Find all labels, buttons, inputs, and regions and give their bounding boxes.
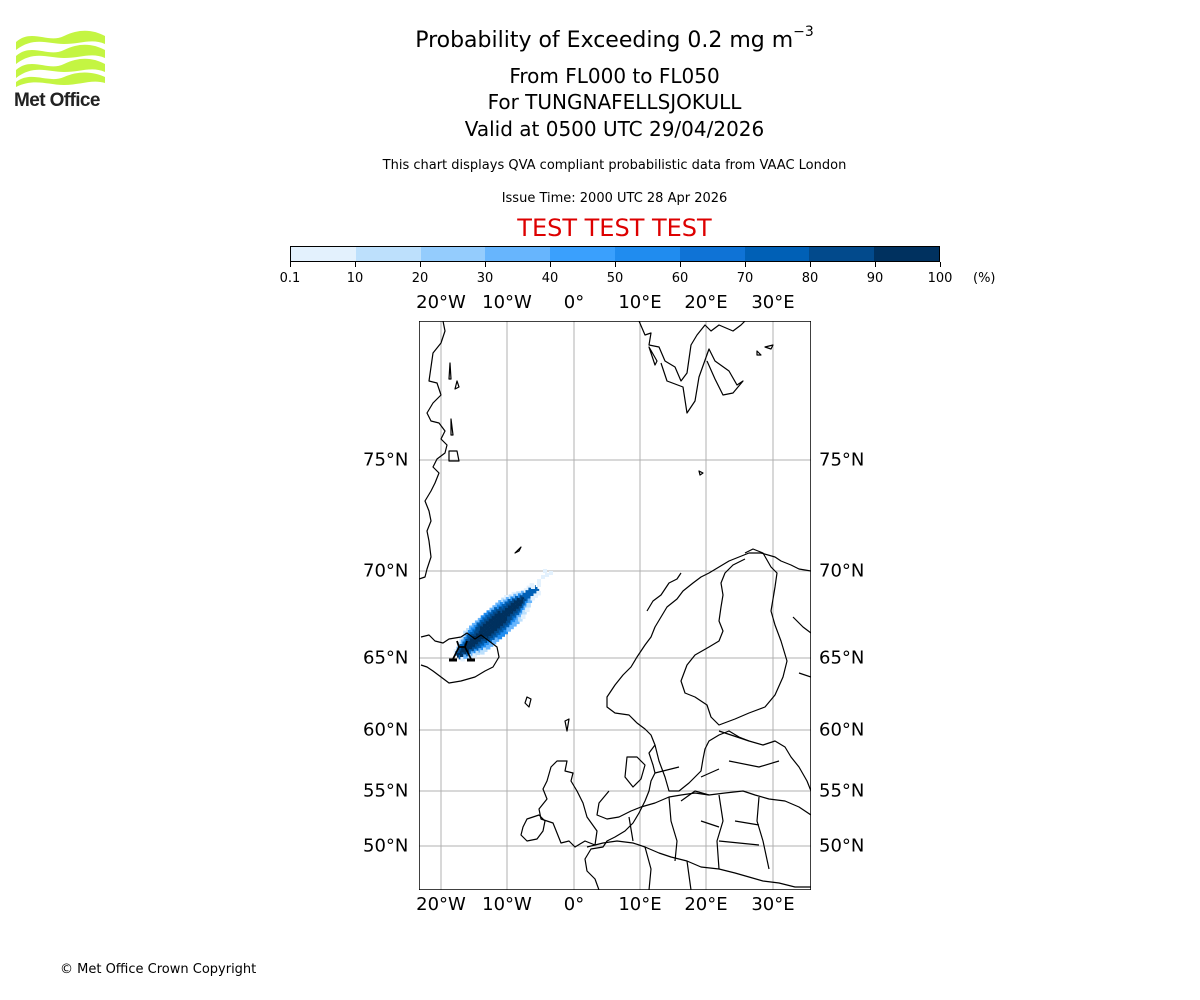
colorbar-segment	[355, 247, 421, 261]
colorbar-tick-label: 100	[927, 271, 953, 286]
colorbar-tick	[290, 262, 291, 267]
latitude-label: 70°N	[363, 560, 409, 582]
ash-plume	[453, 569, 553, 662]
longitude-label: 30°E	[751, 894, 795, 915]
colorbar-tick-label: 40	[541, 271, 559, 286]
latitude-label: 55°N	[363, 780, 409, 802]
colorbar-segment	[485, 247, 551, 261]
colorbar-tick	[680, 262, 681, 267]
colorbar-tick	[420, 262, 421, 267]
longitude-label: 0°	[563, 894, 585, 915]
colorbar-tick-label: 20	[411, 271, 429, 286]
longitude-label: 30°E	[751, 292, 795, 313]
colorbar-tick-label: 60	[671, 271, 689, 286]
longitude-label: 10°E	[618, 292, 662, 313]
volcano-name: For TUNGNAFELLSJOKULL	[487, 90, 742, 114]
gridlines	[419, 321, 811, 890]
colorbar-tick-label: 10	[346, 271, 364, 286]
colorbar-tick	[745, 262, 746, 267]
colorbar-tick	[485, 262, 486, 267]
latitude-label: 70°N	[819, 560, 865, 582]
colorbar-tick	[940, 262, 941, 267]
colorbar-tick-label: 30	[476, 271, 494, 286]
colorbar-segment	[874, 247, 939, 261]
colorbar-tick-label: 90	[866, 271, 884, 286]
chart-title: Probability of Exceeding 0.2 mg m−3	[0, 24, 1200, 53]
title-text: Probability of Exceeding 0.2 mg m	[415, 28, 794, 53]
volcano-icon	[449, 640, 475, 662]
colorbar-segment	[679, 247, 745, 261]
colorbar-tick-label: 70	[736, 271, 754, 286]
longitude-label: 10°E	[618, 894, 662, 915]
valid-time: Valid at 0500 UTC 29/04/2026	[464, 117, 765, 141]
copyright-notice: © Met Office Crown Copyright	[60, 962, 257, 977]
latitude-label: 65°N	[363, 647, 409, 669]
latitude-label: 50°N	[363, 835, 409, 857]
colorbar-unit: (%)	[973, 271, 996, 286]
longitude-label: 20°E	[684, 292, 728, 313]
colorbar-tick	[810, 262, 811, 267]
colorbar-tick	[615, 262, 616, 267]
data-source-note: This chart displays QVA compliant probab…	[382, 158, 847, 173]
issue-time: Issue Time: 2000 UTC 28 Apr 2026	[501, 191, 728, 206]
colorbar-segment	[420, 247, 486, 261]
longitude-label: 10°W	[482, 292, 532, 313]
met-office-waves-icon	[16, 30, 105, 87]
latitude-label: 60°N	[363, 719, 409, 741]
colorbar-tick-label: 80	[801, 271, 819, 286]
longitude-label: 20°E	[684, 894, 728, 915]
colorbar-tick-label: 0.1	[279, 271, 301, 286]
colorbar-segment	[291, 247, 356, 261]
colorbar-tick-label: 50	[606, 271, 624, 286]
latitude-label: 50°N	[819, 835, 865, 857]
latitude-label: 75°N	[819, 449, 865, 471]
colorbar-segment	[550, 247, 615, 261]
coastlines	[419, 321, 811, 890]
longitude-label: 20°W	[416, 894, 466, 915]
title-superscript: −3	[793, 24, 814, 40]
latitude-label: 65°N	[819, 647, 865, 669]
longitude-label: 20°W	[416, 292, 466, 313]
latitude-label: 60°N	[819, 719, 865, 741]
test-banner: TEST TEST TEST	[517, 214, 712, 242]
colorbar-tick	[355, 262, 356, 267]
met-office-logo: Met Office	[14, 30, 108, 112]
flight-level-range: From FL000 to FL050	[509, 64, 720, 88]
colorbar-tick	[550, 262, 551, 267]
colorbar-segment	[744, 247, 810, 261]
longitude-label: 10°W	[482, 894, 532, 915]
colorbar-segment	[809, 247, 875, 261]
colorbar-tick	[875, 262, 876, 267]
colorbar	[290, 246, 940, 262]
logo-text: Met Office	[14, 90, 100, 111]
colorbar-segment	[614, 247, 680, 261]
latitude-label: 75°N	[363, 449, 409, 471]
longitude-label: 0°	[563, 292, 585, 313]
map-plot	[419, 321, 811, 890]
latitude-label: 55°N	[819, 780, 865, 802]
